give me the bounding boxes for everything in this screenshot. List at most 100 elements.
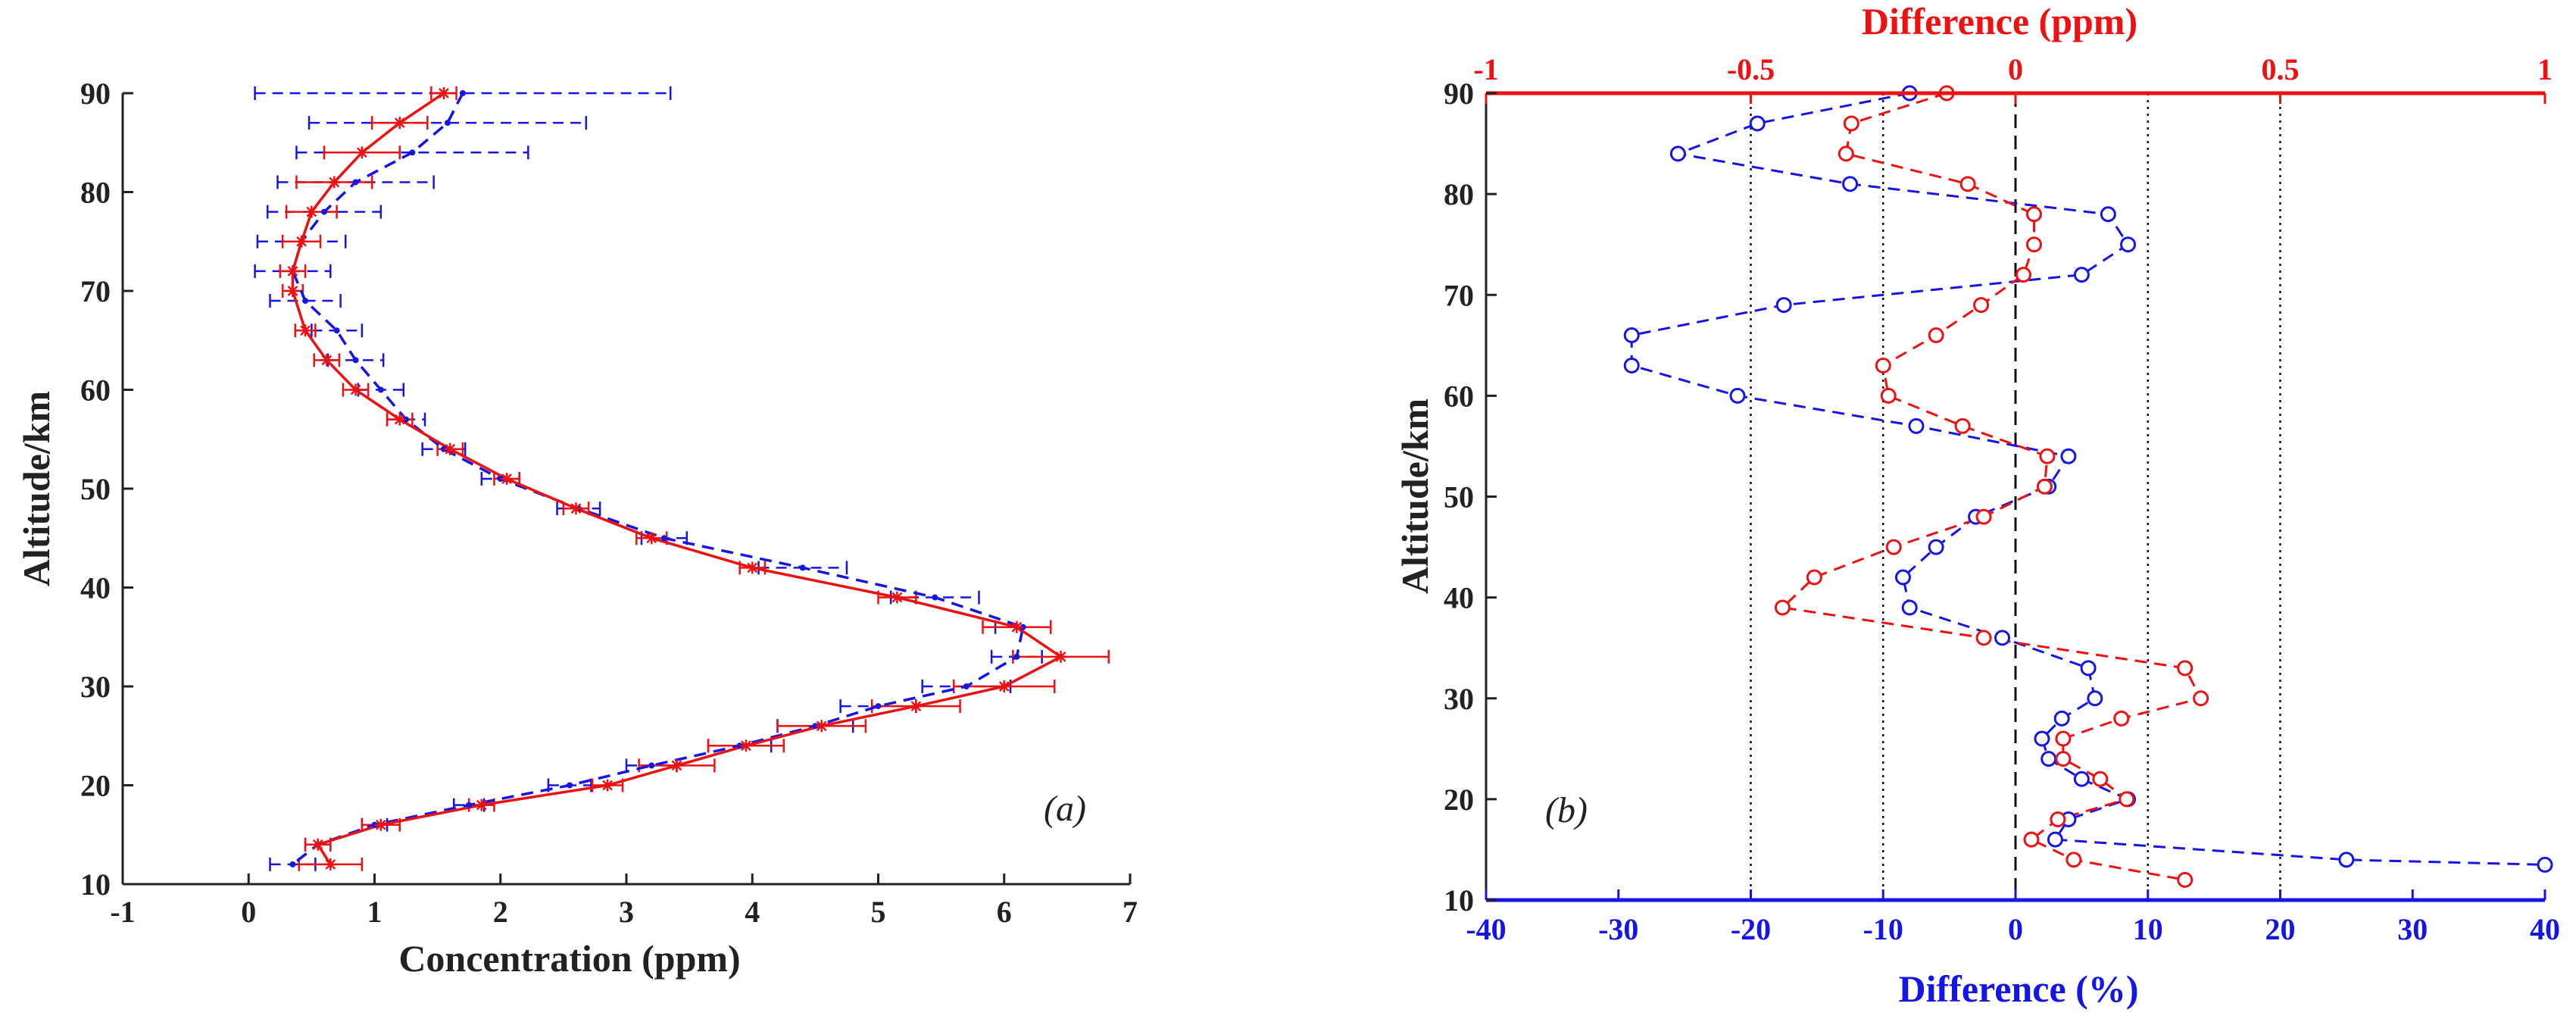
data-point-blue bbox=[352, 179, 359, 186]
data-point-red bbox=[645, 532, 658, 545]
asterisk-stroke bbox=[1055, 651, 1066, 662]
reference-line-layer bbox=[1750, 93, 2281, 900]
data-point-red bbox=[1054, 650, 1067, 663]
data-point-blue bbox=[440, 445, 447, 452]
asterisk-stroke bbox=[476, 799, 487, 811]
data-point-blue bbox=[2073, 771, 2090, 787]
axis-layer: -40 -30 -20 -10 0 10 20 30 40 -1 -0.5 0 0.5 1 10 20 30 40… bbox=[1444, 52, 2560, 946]
data-point-red bbox=[1843, 115, 1859, 132]
asterisk-stroke bbox=[287, 266, 298, 277]
data-point-red bbox=[320, 354, 333, 367]
bottom-x-tick-label: 30 bbox=[2397, 912, 2428, 946]
data-point-red bbox=[1838, 145, 1854, 162]
asterisk-stroke bbox=[312, 839, 323, 850]
asterisk-stroke bbox=[394, 117, 405, 129]
data-point-red bbox=[2023, 831, 2040, 848]
data-point-blue bbox=[1994, 630, 2011, 646]
panel-b-difference: -40 -30 -20 -10 0 10 20 30 40 -1 -0.5 0 0.5 1 10 20 30 40… bbox=[1394, 0, 2560, 1010]
data-point-blue bbox=[875, 703, 882, 710]
data-point-red bbox=[1880, 387, 1897, 404]
data-point-blue bbox=[1623, 357, 1640, 374]
data-point-blue bbox=[567, 782, 573, 789]
data-point-blue bbox=[2073, 267, 2090, 283]
y-tick-label: 30 bbox=[80, 670, 111, 704]
y-tick-label: 10 bbox=[80, 867, 111, 902]
data-point-blue bbox=[409, 149, 416, 156]
data-point-red bbox=[475, 799, 488, 811]
data-point-red bbox=[2177, 871, 2194, 888]
x-tick-label: 3 bbox=[619, 895, 634, 929]
asterisk-stroke bbox=[671, 760, 682, 771]
data-point-blue bbox=[1842, 176, 1859, 192]
data-point-red bbox=[1959, 176, 1976, 192]
asterisk-stroke bbox=[394, 414, 405, 425]
data-point-blue bbox=[963, 683, 970, 689]
data-point-blue bbox=[302, 298, 309, 305]
x-tick-label: 7 bbox=[1123, 895, 1138, 929]
asterisk-stroke bbox=[747, 562, 758, 574]
data-point-red bbox=[910, 700, 923, 713]
asterisk-stroke bbox=[356, 147, 367, 158]
asterisk-stroke bbox=[350, 384, 361, 395]
x-axis-label: Concentration (ppm) bbox=[398, 937, 740, 980]
data-point-red bbox=[1954, 417, 1971, 434]
series-line-blue bbox=[291, 92, 1025, 866]
asterisk-stroke bbox=[306, 206, 317, 217]
asterisk-stroke bbox=[816, 720, 827, 732]
data-point-blue bbox=[2338, 852, 2355, 868]
data-point-blue bbox=[1928, 539, 1944, 555]
y-tick-label: 20 bbox=[80, 769, 111, 803]
data-point-blue bbox=[466, 802, 473, 808]
data-point-blue bbox=[2120, 236, 2137, 253]
bottom-x-tick-label: 0 bbox=[2008, 912, 2023, 946]
data-point-red bbox=[444, 442, 457, 455]
bottom-x-tick-label: 20 bbox=[2265, 912, 2296, 946]
data-point-blue bbox=[377, 386, 384, 393]
marker-layer bbox=[1623, 85, 2553, 888]
y-tick-label: 40 bbox=[80, 571, 111, 605]
data-point-blue bbox=[1623, 327, 1640, 343]
y-tick-label: 10 bbox=[1444, 883, 1474, 917]
data-point-blue bbox=[2080, 660, 2097, 677]
x-tick-label: 0 bbox=[241, 895, 256, 929]
x-tick-label: 2 bbox=[493, 895, 508, 929]
asterisk-stroke bbox=[602, 780, 613, 791]
data-point-blue bbox=[1729, 387, 1746, 404]
y-tick-label: 90 bbox=[80, 77, 111, 111]
data-point-red bbox=[746, 561, 759, 574]
data-point-blue bbox=[1019, 624, 1026, 630]
y-tick-label: 80 bbox=[80, 176, 111, 210]
panel-a-concentration: -1 0 1 2 3 4 5 6 7 10 20 30 40 50 60 70 80 90 (a) Concent… bbox=[15, 77, 1138, 980]
data-point-red bbox=[305, 205, 318, 218]
asterisk-stroke bbox=[501, 474, 512, 484]
data-point-blue bbox=[799, 564, 806, 571]
asterisk-stroke bbox=[325, 859, 336, 870]
asterisk-stroke bbox=[329, 177, 340, 188]
data-point-blue bbox=[371, 821, 378, 828]
asterisk-stroke bbox=[296, 236, 307, 247]
data-point-red bbox=[1806, 569, 1822, 586]
axis-layer: -1 0 1 2 3 4 5 6 7 10 20 30 40 50 60 70 80 90 bbox=[80, 77, 1138, 929]
data-point-red bbox=[815, 720, 828, 733]
bottom-x-tick-label: -10 bbox=[1863, 912, 1903, 946]
asterisk-stroke bbox=[300, 325, 311, 336]
data-point-red bbox=[1973, 297, 1990, 314]
data-point-blue bbox=[1775, 297, 1792, 314]
data-point-blue bbox=[2041, 751, 2057, 767]
data-point-blue bbox=[352, 357, 359, 364]
data-point-blue bbox=[1894, 569, 1911, 586]
data-point-red bbox=[998, 680, 1010, 692]
data-point-red bbox=[2039, 448, 2056, 464]
data-point-red bbox=[739, 739, 752, 752]
asterisk-stroke bbox=[445, 443, 456, 455]
data-point-red bbox=[2055, 751, 2072, 767]
data-point-red bbox=[1975, 630, 1992, 646]
data-point-blue bbox=[403, 416, 410, 423]
data-point-blue bbox=[2087, 690, 2103, 707]
y-tick-label: 70 bbox=[80, 274, 111, 308]
data-point-red bbox=[2092, 771, 2109, 787]
data-point-red bbox=[1975, 508, 1992, 525]
asterisk-stroke bbox=[891, 592, 903, 603]
data-point-red bbox=[349, 383, 362, 396]
data-point-blue bbox=[932, 594, 938, 601]
